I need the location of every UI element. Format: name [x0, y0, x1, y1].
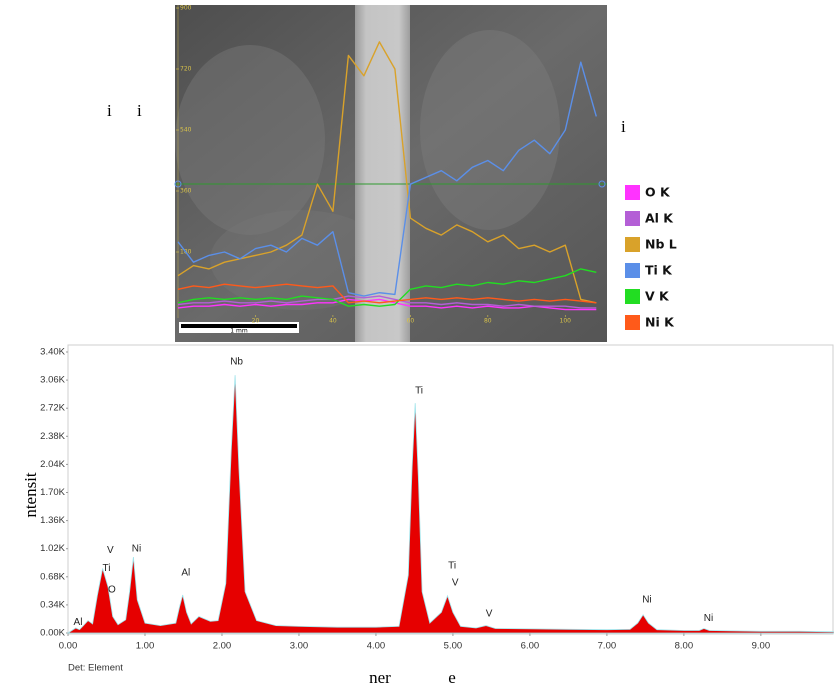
x-tick-label: 4.00	[367, 641, 386, 652]
y-axis-label: ntensit	[21, 472, 40, 518]
series-line	[177, 268, 597, 307]
legend-label: O K	[645, 185, 671, 200]
legend-label: Al K	[645, 211, 674, 226]
peak-label: V	[107, 545, 114, 556]
y-tick-label: 2.04K	[40, 459, 65, 470]
y-tick-label: 3.40K	[40, 347, 65, 358]
micrograph: 1 mm	[174, 5, 607, 342]
scale-bar-label: 1 mm	[230, 328, 248, 335]
x-axis-label: ner	[369, 668, 391, 687]
peak-label: Al	[181, 567, 190, 578]
peak-label: V	[486, 609, 493, 620]
x-tick-label: 60	[407, 318, 415, 325]
legend-label: Nb L	[645, 237, 677, 252]
y-tick-label: 3.06K	[40, 375, 65, 386]
x-tick-label: 7.00	[598, 641, 617, 652]
x-tick-label: 5.00	[444, 641, 463, 652]
peak-label: Ti	[448, 561, 456, 572]
y-tick-label: 0.68K	[40, 571, 65, 582]
peak-label: Nb	[230, 357, 243, 368]
legend-swatch	[625, 263, 640, 278]
spectrum: 0.00K 0.34K 0.68K 1.02K 1.36K 1.70K 2.04K 2.38K…	[40, 347, 834, 652]
peak-label: Ti	[103, 563, 111, 574]
series-line	[177, 298, 597, 311]
y-tick-label: 0.34K	[40, 599, 65, 610]
legend-label: Ti K	[645, 263, 673, 278]
x-tick-label: 9.00	[752, 641, 771, 652]
series-line	[177, 295, 597, 309]
peak-label: Ni	[642, 595, 651, 606]
x-tick-label: 6.00	[521, 641, 540, 652]
legend-swatch	[625, 185, 640, 200]
y-tick-label: 2.72K	[40, 403, 65, 414]
x-tick-label: 2.00	[213, 641, 232, 652]
x-tick-label: 100	[560, 318, 572, 325]
detector-label: Det: Element	[68, 663, 123, 674]
y-tick-label: 2.38K	[40, 431, 65, 442]
scan-marker	[598, 180, 606, 188]
series-line	[177, 283, 597, 304]
y-tick-label: 900	[180, 5, 192, 12]
legend-swatch	[625, 237, 640, 252]
image-stripe	[355, 5, 410, 342]
plot-frame	[67, 344, 834, 635]
y-tick-label: 1.36K	[40, 515, 65, 526]
y-tick-label: 0.00K	[40, 628, 65, 639]
fragment: i	[107, 101, 112, 120]
spectrum-area	[66, 375, 834, 634]
legend-swatch	[625, 211, 640, 226]
image-grain	[210, 210, 390, 310]
legend-swatch	[625, 289, 640, 304]
peak-label: Ni	[704, 613, 713, 624]
x-tick-label: 3.00	[290, 641, 309, 652]
series-line	[177, 61, 597, 297]
legend-swatch	[625, 315, 640, 330]
legend: O K Al K Nb L Ti K V K Ni K	[625, 185, 677, 330]
x-tick-label: 20	[252, 318, 260, 325]
y-tick-label: 1.70K	[40, 487, 65, 498]
scale-bar	[181, 324, 297, 328]
x-axis-label: e	[448, 668, 456, 687]
fragment: i	[621, 117, 626, 136]
y-tick-label: 360	[180, 188, 192, 195]
x-tick-label: 40	[329, 318, 337, 325]
peak-label: O	[108, 585, 116, 596]
peak-label: Ni	[132, 543, 141, 554]
y-tick-label: 720	[180, 66, 192, 73]
y-tick-label: 1.02K	[40, 543, 65, 554]
x-tick-label: 8.00	[675, 641, 694, 652]
x-tick-label: 1.00	[136, 641, 155, 652]
peak-label: Ti	[415, 385, 423, 396]
peak-label: V	[452, 578, 459, 589]
series-line	[177, 41, 597, 304]
y-tick-label: 540	[180, 127, 192, 134]
x-tick-label: 80	[484, 318, 492, 325]
legend-label: Ni K	[645, 315, 675, 330]
peak-label: Al	[74, 617, 83, 628]
image-grain	[175, 45, 325, 235]
fragment: i	[137, 101, 142, 120]
legend-label: V K	[645, 289, 670, 304]
x-tick-label: 0.00	[59, 641, 78, 652]
image-grain	[420, 30, 560, 230]
